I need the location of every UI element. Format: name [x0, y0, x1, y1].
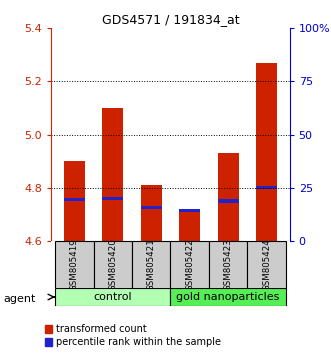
Bar	[247, 241, 286, 289]
Text: GSM805420: GSM805420	[108, 238, 117, 291]
Bar	[64, 161, 85, 241]
Text: agent: agent	[3, 294, 36, 304]
Bar	[217, 153, 239, 241]
Legend: transformed count, percentile rank within the sample: transformed count, percentile rank withi…	[45, 325, 221, 347]
Bar	[102, 197, 123, 200]
Bar	[102, 108, 123, 241]
Bar	[55, 241, 94, 289]
Bar	[141, 206, 162, 209]
Bar	[94, 241, 132, 289]
Text: gold nanoparticles: gold nanoparticles	[176, 292, 280, 302]
Bar	[55, 288, 170, 306]
Text: control: control	[93, 292, 132, 302]
Text: GSM805422: GSM805422	[185, 238, 194, 291]
Text: GSM805421: GSM805421	[147, 238, 156, 291]
Bar	[64, 198, 85, 201]
Bar	[256, 186, 277, 189]
Bar	[209, 241, 247, 289]
Text: GSM805423: GSM805423	[224, 238, 233, 291]
Text: GSM805424: GSM805424	[262, 238, 271, 291]
Bar	[132, 241, 170, 289]
Bar	[256, 63, 277, 241]
Title: GDS4571 / 191834_at: GDS4571 / 191834_at	[102, 13, 239, 26]
Bar	[141, 185, 162, 241]
Bar	[170, 288, 286, 306]
Bar	[179, 211, 200, 241]
Text: GSM805419: GSM805419	[70, 238, 79, 291]
Bar	[217, 199, 239, 202]
Bar	[170, 241, 209, 289]
Bar	[179, 209, 200, 212]
